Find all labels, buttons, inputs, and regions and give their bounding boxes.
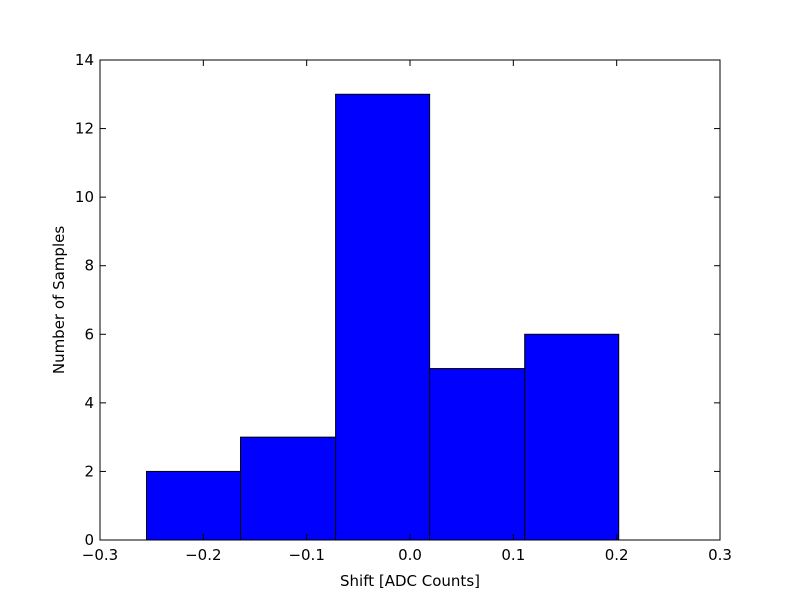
y-tick-label: 10: [75, 188, 94, 206]
x-tick-label: −0.2: [185, 546, 221, 564]
x-tick-label: 0.3: [708, 546, 732, 564]
x-tick-label: 0.0: [398, 546, 422, 564]
bar: [335, 93, 431, 541]
y-tick-label: 12: [75, 120, 94, 138]
y-axis-label: Number of Samples: [50, 226, 68, 374]
y-tick-label: 8: [84, 257, 94, 275]
x-tick-label: −0.1: [288, 546, 324, 564]
bar: [146, 470, 242, 541]
x-tick-label: −0.3: [82, 546, 118, 564]
bar: [524, 333, 620, 541]
y-tick-label: 0: [84, 531, 94, 549]
y-tick-label: 2: [84, 462, 94, 480]
x-axis-label: Shift [ADC Counts]: [340, 572, 480, 590]
bar: [429, 368, 526, 541]
bar: [240, 436, 337, 541]
x-tick-label: 0.1: [501, 546, 525, 564]
x-tick-label: 0.2: [605, 546, 629, 564]
y-tick-label: 6: [84, 325, 94, 343]
y-tick-label: 14: [75, 51, 94, 69]
y-tick-label: 4: [84, 394, 94, 412]
